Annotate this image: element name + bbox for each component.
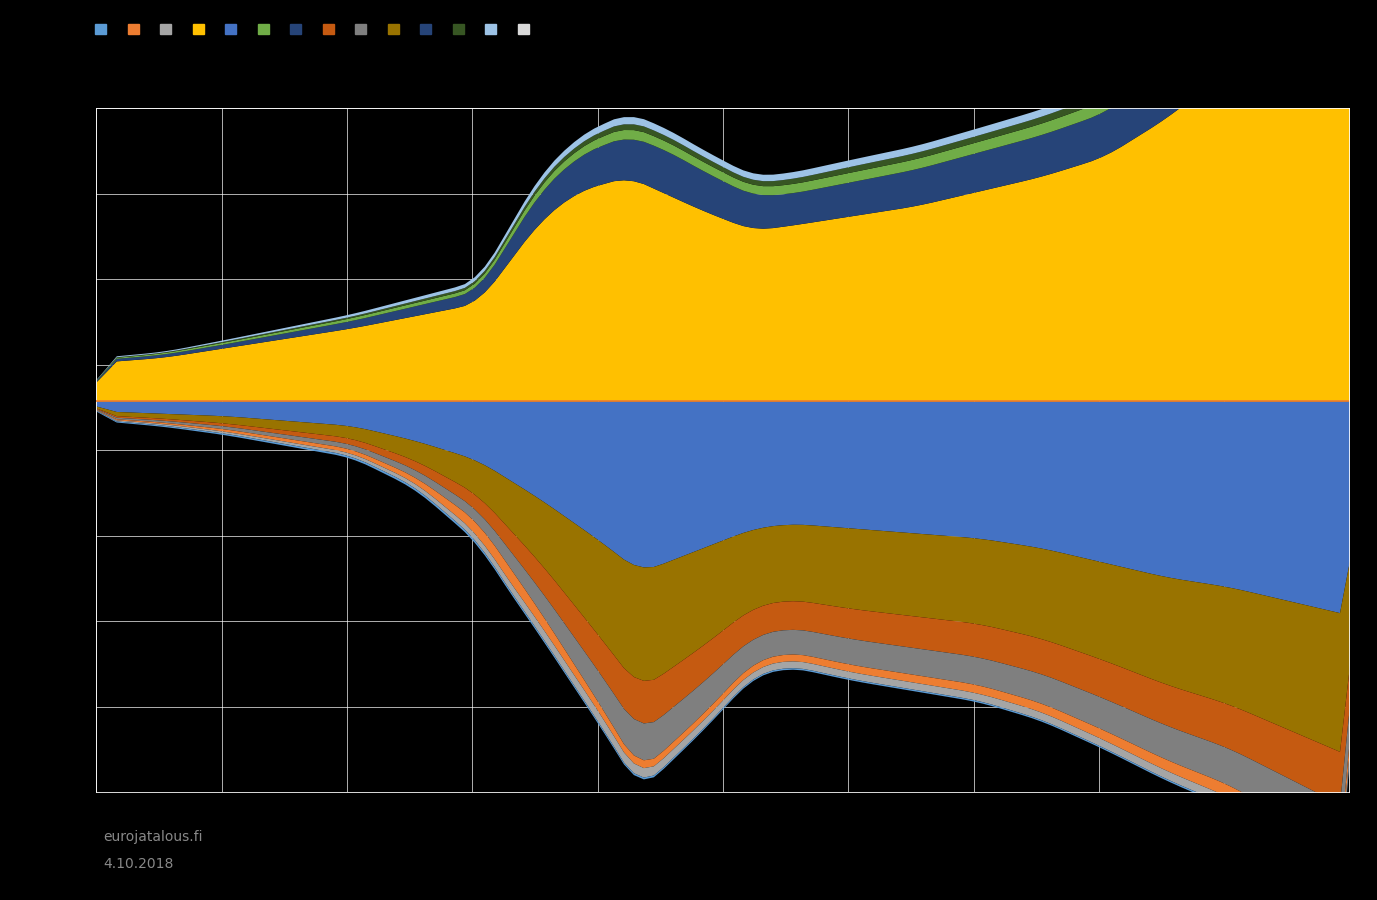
Legend: , , , , , , , , , , , , , : , , , , , , , , , , , , , (90, 19, 537, 41)
Text: eurojatalous.fi: eurojatalous.fi (103, 831, 202, 844)
Text: 4.10.2018: 4.10.2018 (103, 858, 174, 871)
